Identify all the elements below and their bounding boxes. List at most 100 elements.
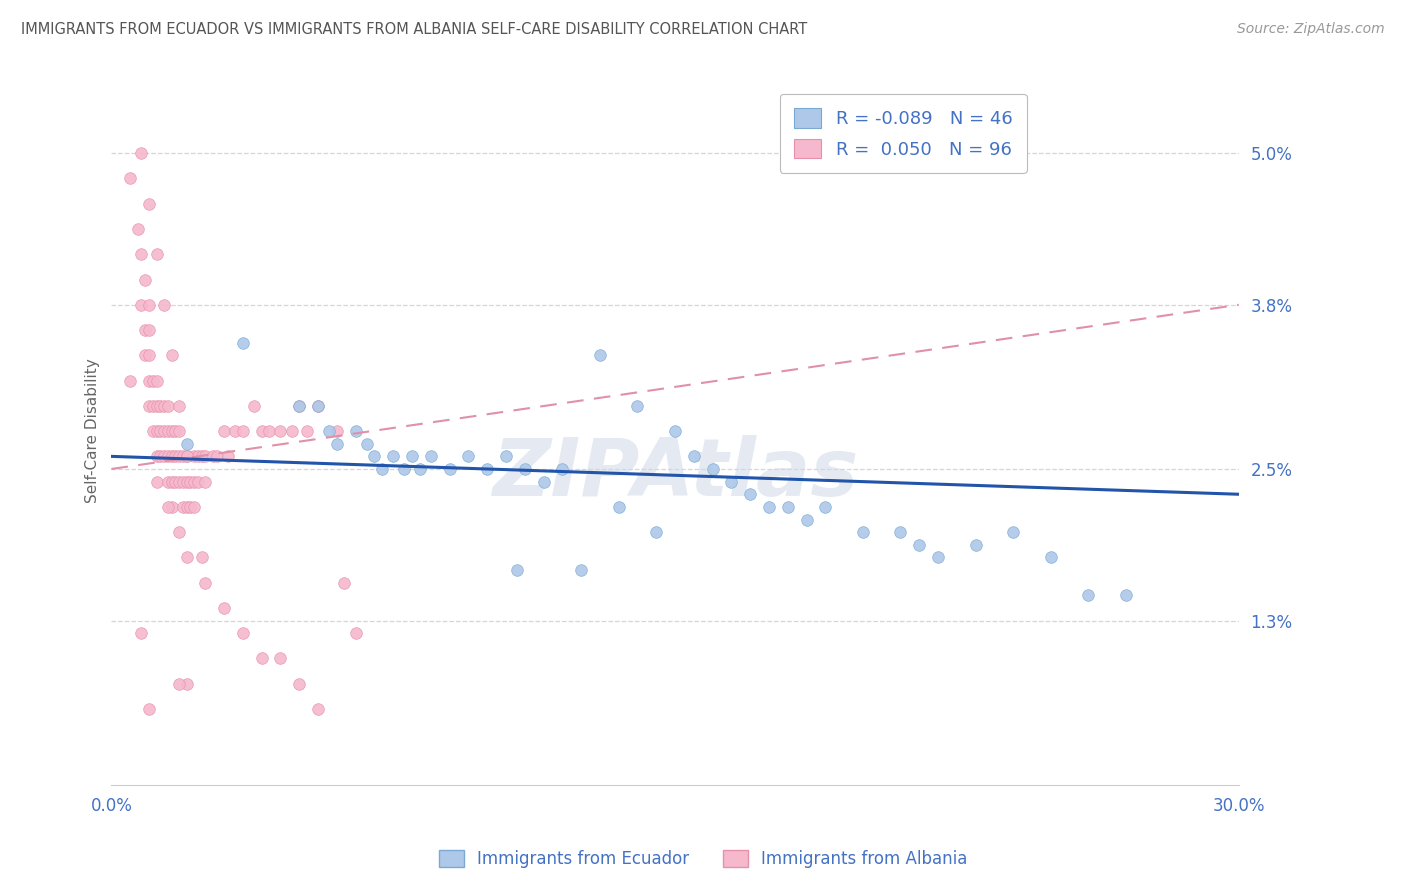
- Point: [250, 651, 273, 665]
- Point: [457, 450, 479, 464]
- Point: [506, 563, 529, 577]
- Point: [232, 626, 254, 640]
- Point: [134, 348, 156, 362]
- Point: [626, 399, 648, 413]
- Point: [232, 335, 254, 350]
- Point: [288, 676, 311, 690]
- Point: [965, 538, 987, 552]
- Point: [160, 450, 183, 464]
- Point: [149, 450, 172, 464]
- Point: [176, 436, 198, 450]
- Point: [138, 348, 160, 362]
- Point: [288, 399, 311, 413]
- Point: [167, 525, 190, 540]
- Point: [190, 450, 212, 464]
- Point: [295, 424, 318, 438]
- Point: [408, 462, 430, 476]
- Point: [172, 500, 194, 514]
- Point: [167, 475, 190, 489]
- Point: [149, 424, 172, 438]
- Point: [475, 462, 498, 476]
- Point: [495, 450, 517, 464]
- Point: [852, 525, 875, 540]
- Point: [250, 424, 273, 438]
- Point: [156, 424, 179, 438]
- Point: [138, 399, 160, 413]
- Point: [551, 462, 574, 476]
- Point: [176, 450, 198, 464]
- Point: [142, 399, 165, 413]
- Point: [156, 500, 179, 514]
- Point: [645, 525, 668, 540]
- Point: [190, 550, 212, 565]
- Text: IMMIGRANTS FROM ECUADOR VS IMMIGRANTS FROM ALBANIA SELF-CARE DISABILITY CORRELAT: IMMIGRANTS FROM ECUADOR VS IMMIGRANTS FR…: [21, 22, 807, 37]
- Point: [371, 462, 394, 476]
- Point: [176, 450, 198, 464]
- Point: [533, 475, 555, 489]
- Point: [145, 450, 167, 464]
- Point: [176, 500, 198, 514]
- Point: [160, 424, 183, 438]
- Point: [569, 563, 592, 577]
- Point: [131, 626, 153, 640]
- Point: [120, 374, 142, 388]
- Point: [307, 399, 329, 413]
- Point: [307, 702, 329, 716]
- Point: [908, 538, 931, 552]
- Point: [589, 348, 612, 362]
- Point: [138, 298, 160, 312]
- Text: ZIPAtlas: ZIPAtlas: [492, 434, 858, 513]
- Point: [153, 298, 176, 312]
- Point: [326, 424, 349, 438]
- Legend: R = -0.089   N = 46, R =  0.050   N = 96: R = -0.089 N = 46, R = 0.050 N = 96: [779, 94, 1026, 173]
- Point: [288, 399, 311, 413]
- Point: [156, 475, 179, 489]
- Point: [1002, 525, 1025, 540]
- Point: [194, 475, 217, 489]
- Point: [513, 462, 536, 476]
- Point: [165, 450, 187, 464]
- Point: [176, 676, 198, 690]
- Point: [153, 399, 176, 413]
- Point: [134, 272, 156, 286]
- Point: [927, 550, 949, 565]
- Point: [153, 424, 176, 438]
- Point: [183, 475, 205, 489]
- Point: [120, 171, 142, 186]
- Point: [167, 450, 190, 464]
- Point: [183, 500, 205, 514]
- Point: [187, 450, 209, 464]
- Text: Source: ZipAtlas.com: Source: ZipAtlas.com: [1237, 22, 1385, 37]
- Point: [179, 475, 201, 489]
- Point: [194, 575, 217, 590]
- Point: [167, 676, 190, 690]
- Point: [326, 436, 349, 450]
- Point: [201, 450, 224, 464]
- Point: [682, 450, 704, 464]
- Point: [269, 424, 291, 438]
- Point: [796, 512, 818, 526]
- Point: [176, 475, 198, 489]
- Point: [172, 475, 194, 489]
- Point: [156, 399, 179, 413]
- Point: [172, 450, 194, 464]
- Point: [1039, 550, 1062, 565]
- Point: [702, 462, 724, 476]
- Point: [607, 500, 630, 514]
- Point: [167, 424, 190, 438]
- Point: [212, 601, 235, 615]
- Point: [318, 424, 340, 438]
- Point: [740, 487, 762, 501]
- Point: [145, 475, 167, 489]
- Point: [138, 374, 160, 388]
- Point: [382, 450, 405, 464]
- Point: [131, 146, 153, 161]
- Legend: Immigrants from Ecuador, Immigrants from Albania: Immigrants from Ecuador, Immigrants from…: [432, 843, 974, 875]
- Point: [160, 348, 183, 362]
- Point: [131, 247, 153, 261]
- Point: [356, 436, 378, 450]
- Point: [142, 374, 165, 388]
- Point: [142, 424, 165, 438]
- Point: [160, 500, 183, 514]
- Point: [281, 424, 304, 438]
